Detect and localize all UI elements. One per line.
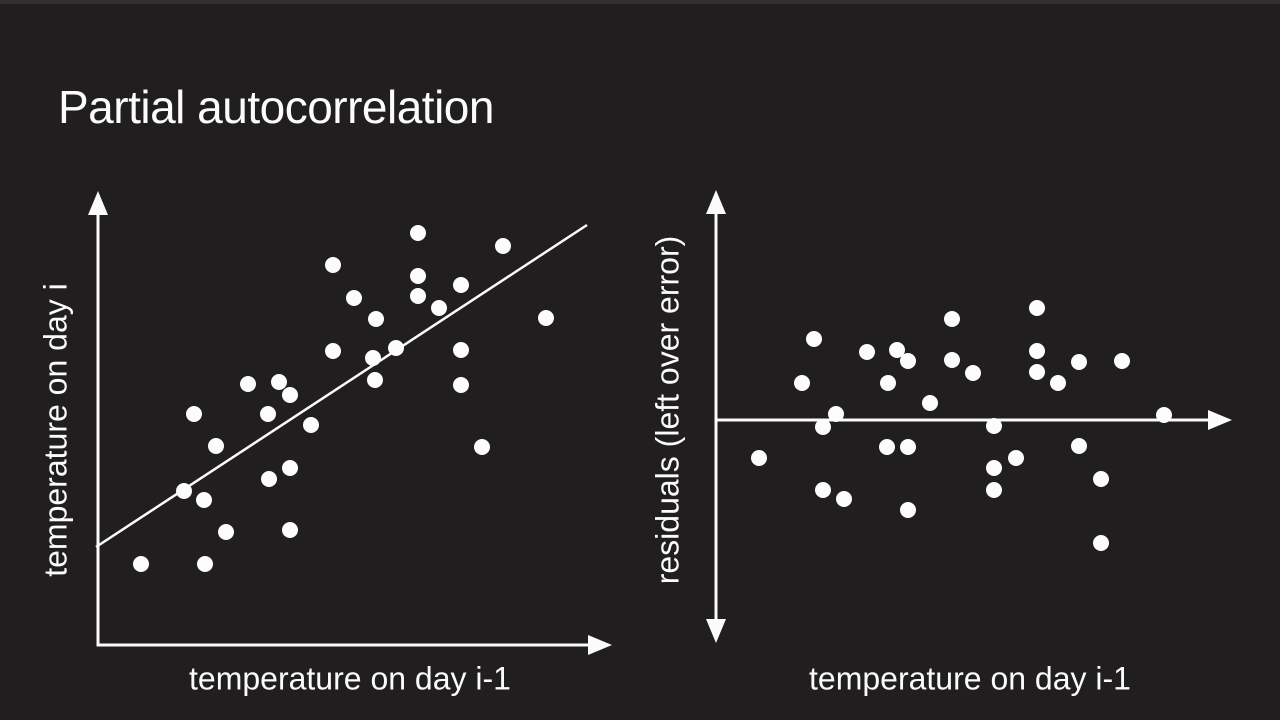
data-point: [495, 238, 511, 254]
axis-arrowhead: [706, 190, 726, 214]
data-point: [1029, 343, 1045, 359]
data-point: [900, 502, 916, 518]
right-x-axis-label: temperature on day i-1: [809, 660, 1131, 697]
right-residuals-plot: [706, 190, 1232, 643]
data-point: [879, 439, 895, 455]
data-point: [1114, 353, 1130, 369]
data-point: [900, 353, 916, 369]
data-point: [1050, 375, 1066, 391]
page-title: Partial autocorrelation: [58, 81, 494, 133]
data-point: [282, 387, 298, 403]
data-point: [965, 365, 981, 381]
data-point: [1029, 300, 1045, 316]
data-point: [388, 340, 404, 356]
data-point: [133, 556, 149, 572]
data-point: [1071, 438, 1087, 454]
data-point: [1008, 450, 1024, 466]
data-point: [410, 288, 426, 304]
data-point: [261, 471, 277, 487]
data-point: [880, 375, 896, 391]
axis-arrowhead: [88, 191, 108, 215]
data-point: [1071, 354, 1087, 370]
data-point: [836, 491, 852, 507]
data-point: [944, 311, 960, 327]
data-point: [303, 417, 319, 433]
data-point: [218, 524, 234, 540]
data-point: [410, 225, 426, 241]
data-point: [197, 556, 213, 572]
data-point: [186, 406, 202, 422]
data-point: [410, 268, 426, 284]
data-point: [240, 376, 256, 392]
left-scatter-plot: [88, 191, 612, 655]
data-point: [282, 460, 298, 476]
data-point: [1156, 407, 1172, 423]
right-y-axis-label: residuals (left over error): [649, 235, 686, 585]
data-point: [196, 492, 212, 508]
left-y-axis-label: temperature on day i: [37, 283, 74, 577]
data-point: [922, 395, 938, 411]
top-strip: [0, 0, 1280, 4]
data-point: [453, 342, 469, 358]
axis-arrowhead: [1208, 410, 1232, 430]
data-point: [815, 419, 831, 435]
data-point: [453, 277, 469, 293]
left-x-axis-label: temperature on day i-1: [189, 660, 511, 697]
data-point: [365, 350, 381, 366]
data-point: [1093, 471, 1109, 487]
data-point: [859, 344, 875, 360]
data-point: [367, 372, 383, 388]
data-point: [453, 377, 469, 393]
data-point: [1029, 364, 1045, 380]
data-point: [944, 352, 960, 368]
data-point: [538, 310, 554, 326]
data-point: [889, 342, 905, 358]
data-point: [1093, 535, 1109, 551]
axis-arrowhead: [588, 635, 612, 655]
data-point: [271, 374, 287, 390]
data-point: [986, 418, 1002, 434]
data-point: [176, 483, 192, 499]
data-point: [260, 406, 276, 422]
data-point: [282, 522, 298, 538]
data-point: [346, 290, 362, 306]
data-point: [986, 460, 1002, 476]
axis-arrowhead: [706, 619, 726, 643]
data-point: [325, 257, 341, 273]
data-point: [474, 439, 490, 455]
data-point: [431, 300, 447, 316]
data-point: [900, 439, 916, 455]
data-point: [751, 450, 767, 466]
data-point: [806, 331, 822, 347]
data-point: [325, 343, 341, 359]
data-point: [828, 406, 844, 422]
data-point: [208, 438, 224, 454]
data-point: [986, 482, 1002, 498]
data-point: [368, 311, 384, 327]
trend-line: [95, 223, 588, 549]
data-point: [815, 482, 831, 498]
data-point: [794, 375, 810, 391]
